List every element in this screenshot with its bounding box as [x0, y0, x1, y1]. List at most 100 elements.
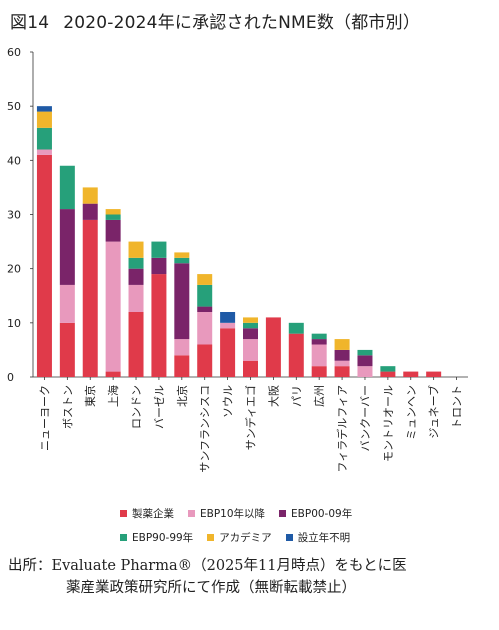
bar-segment [36, 149, 52, 155]
legend-label-ebp90: EBP90-99年 [132, 531, 194, 544]
legend-label-academia: アカデミア [219, 531, 272, 544]
x-tick-label: ソウル [222, 385, 235, 418]
bar-segment [82, 219, 98, 377]
y-tick-label: 20 [7, 263, 21, 276]
x-tick-label: ミュンヘン [405, 385, 418, 440]
bar-segment [105, 241, 121, 372]
bar-segment [357, 349, 373, 356]
figure-title-text: 2020-2024年に承認されたNME数（都市別） [63, 13, 421, 33]
bar-segment [334, 360, 350, 367]
bar-segment [105, 214, 121, 220]
x-tick-label: フィラデルフィア [335, 385, 349, 473]
bar-segment [197, 312, 213, 345]
bar-segment [36, 127, 52, 150]
legend-swatch-ebp90 [120, 533, 127, 541]
x-tick-label: バーゼル [153, 385, 166, 429]
bar-segment [82, 187, 98, 204]
bar-segment [105, 371, 121, 377]
legend-item-ebp00: EBP00-09年 [279, 506, 352, 521]
legend-label-ebp10: EBP10年以降 [200, 507, 266, 520]
legend-swatch-unknown [285, 533, 293, 541]
legend-item-unknown: 設立年不明 [285, 530, 350, 545]
x-tick-label: トロント [451, 385, 464, 429]
bar-segment [151, 274, 167, 377]
bar-segment [311, 339, 327, 345]
source-line-2: 薬産業政策研究所にて作成（無断転載禁止） [66, 580, 356, 596]
bar-segment [105, 209, 121, 215]
bar-segment [334, 339, 350, 350]
bar-segment [174, 355, 190, 377]
bar-segment [128, 241, 144, 258]
bar-segment [82, 203, 98, 220]
bar-segment [243, 339, 258, 361]
bar-segment [380, 366, 396, 372]
bar-segment [403, 371, 419, 377]
bar-segment [311, 333, 327, 340]
bar-segment [220, 328, 236, 377]
bar-segment [59, 165, 75, 210]
bar-segment [197, 284, 213, 307]
bar-segment [197, 274, 213, 285]
x-tick-label: 広州 [313, 385, 326, 407]
y-tick-label: 50 [7, 100, 21, 113]
x-tick-label: ジュネーブ [427, 385, 441, 439]
x-tick-label: ボストン [61, 385, 74, 429]
bar-segment [311, 366, 327, 377]
bar-segment [311, 344, 327, 367]
bar-segment [197, 344, 213, 377]
y-tick-label: 30 [7, 209, 21, 222]
x-tick-label: パリ [290, 385, 303, 407]
x-tick-label: 上海 [106, 385, 120, 407]
bar-segment [426, 371, 442, 377]
bar-segment [59, 209, 75, 285]
bar-segment [357, 355, 373, 367]
bar-segment [59, 284, 75, 323]
bar-segment [220, 312, 236, 323]
x-tick-label: 東京 [83, 385, 97, 407]
bar-segment [105, 219, 121, 242]
x-tick-label: ニューヨーク [38, 385, 51, 451]
bar-segment [128, 268, 144, 285]
legend-label-seiyaku: 製薬企業 [132, 507, 174, 520]
y-tick-label: 60 [7, 46, 21, 59]
x-tick-label: サンディエゴ [244, 385, 258, 450]
bar-segment [197, 306, 213, 312]
bar-segment [288, 333, 304, 377]
source-note: 出所：Evaluate Pharma®（2025年11月時点）をもとに医 薬産業… [8, 555, 492, 599]
y-tick-label: 10 [7, 317, 21, 330]
y-tick-label: 0 [7, 371, 14, 384]
bar-segment [174, 252, 190, 258]
x-tick-label: バンクーバー [359, 385, 372, 451]
legend-item-ebp10: EBP10年以降 [188, 506, 265, 521]
x-tick-label: モントリオール [382, 385, 395, 462]
bar-segment [243, 328, 258, 340]
bar-segment [265, 317, 281, 377]
legend-item-seiyaku: 製薬企業 [120, 506, 174, 521]
figure-number: 図14 [10, 13, 50, 33]
chart-legend: 製薬企業 EBP10年以降 EBP00-09年 EBP90-99年 アカデミア … [120, 501, 490, 549]
legend-swatch-ebp10 [188, 509, 195, 517]
legend-swatch-ebp00 [279, 509, 287, 517]
legend-label-ebp00: EBP00-09年 [291, 507, 353, 520]
bar-segment [220, 322, 236, 329]
bar-segment [243, 360, 258, 377]
bar-segment [357, 366, 373, 377]
bar-segment [243, 322, 258, 329]
legend-row-2: EBP90-99年 アカデミア 設立年不明 [120, 525, 490, 549]
legend-row-1: 製薬企業 EBP10年以降 EBP00-09年 [120, 501, 490, 525]
bar-segment [36, 106, 52, 112]
y-tick-label: 40 [7, 154, 21, 167]
bar-segment [380, 371, 396, 377]
bar-segment [334, 349, 350, 361]
bar-segment [128, 284, 144, 312]
bar-segment [151, 257, 167, 275]
chart-title: 図14 2020-2024年に承認されたNME数（都市別） [10, 8, 490, 33]
bar-segment [288, 322, 304, 334]
bar-segment [59, 322, 75, 377]
legend-item-academia: アカデミア [207, 530, 272, 545]
bar-segment [128, 312, 144, 377]
bar-segment [36, 111, 52, 128]
bar-segment [174, 257, 190, 264]
legend-swatch-seiyaku [120, 509, 127, 517]
legend-item-ebp90: EBP90-99年 [120, 530, 193, 545]
